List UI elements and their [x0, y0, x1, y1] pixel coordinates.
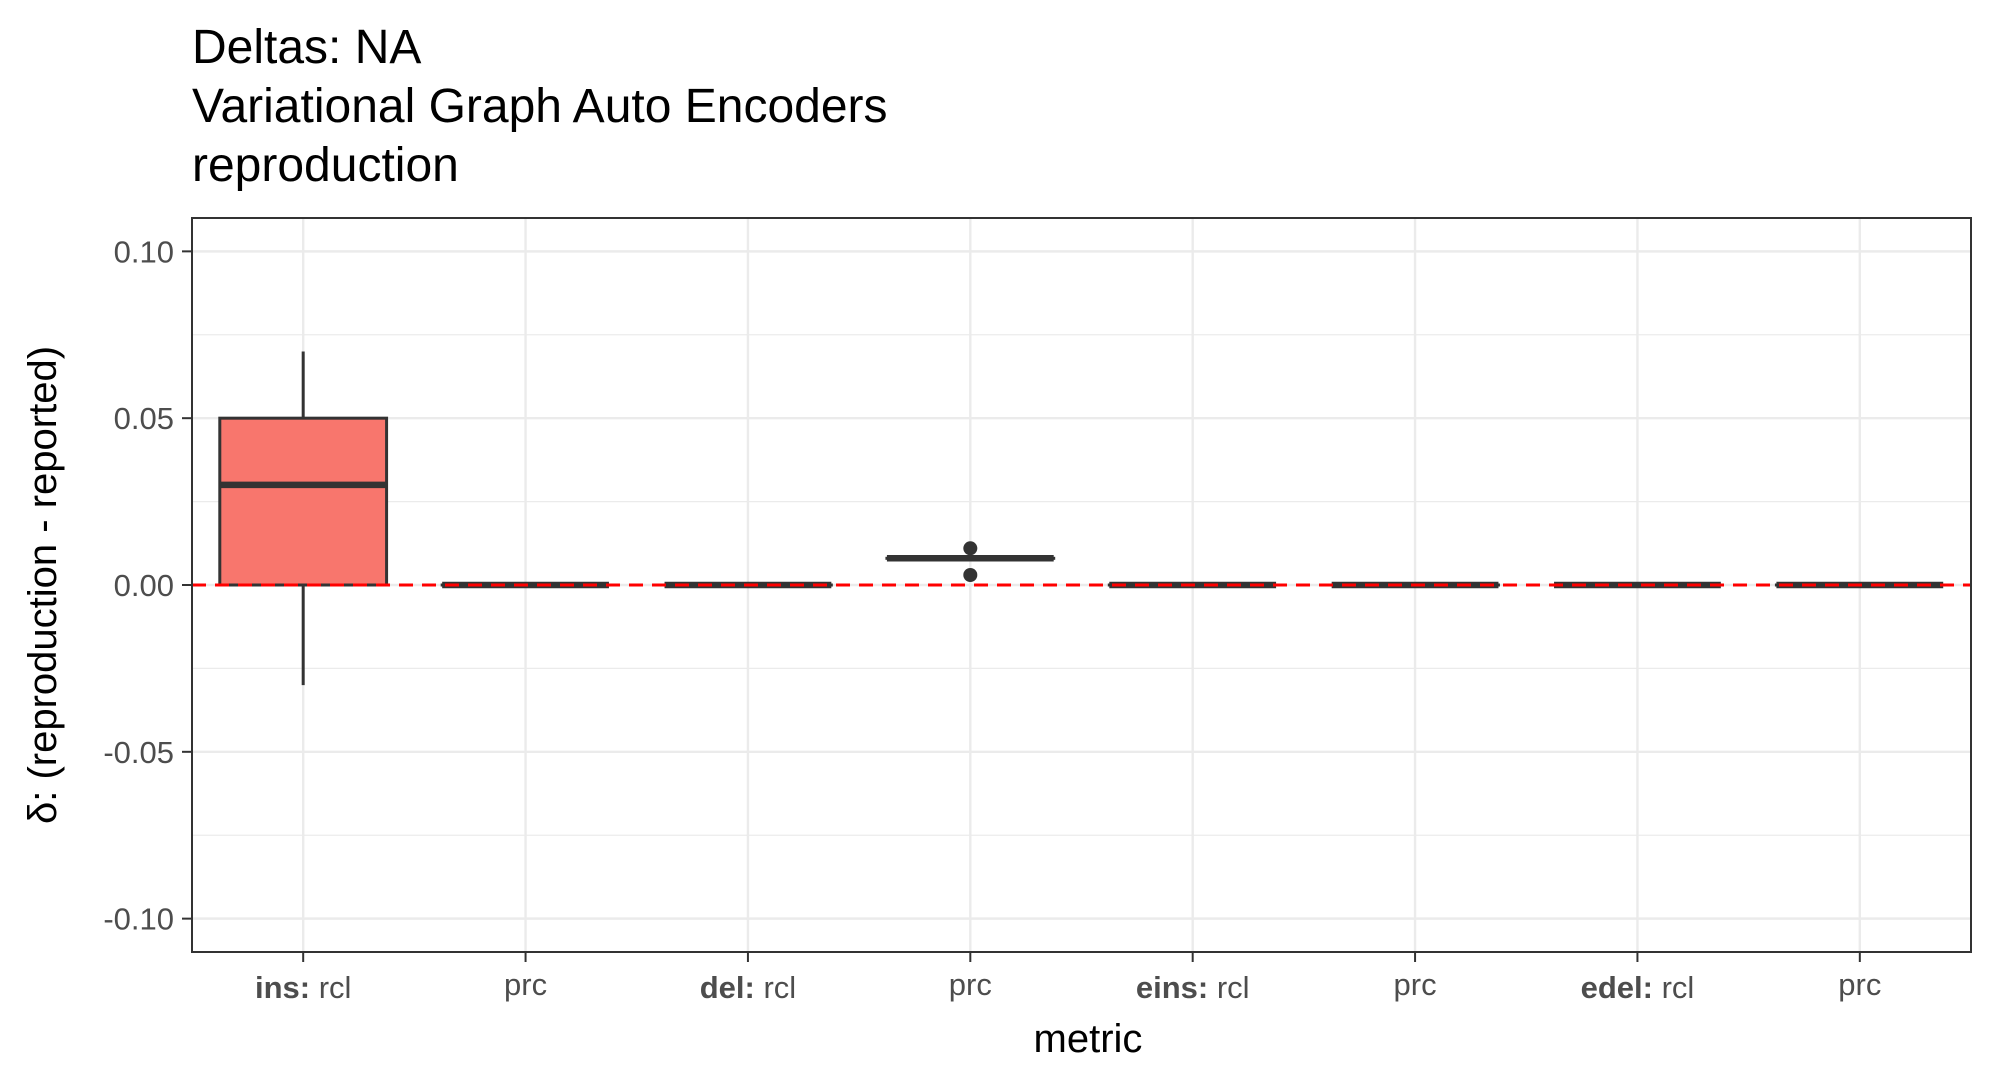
x-axis-ticks: ins: rcl prc del: rcl prc eins: rcl prc edel: … [255, 952, 1881, 1005]
title-line-2: Variational Graph Auto Encoders [192, 80, 888, 133]
x-tick-group: del: [700, 970, 755, 1005]
outlier-point [963, 541, 978, 556]
x-tick-label: eins: rcl [1136, 970, 1250, 1005]
x-tick-label: prc [1394, 967, 1437, 1002]
x-tick-metric: rcl [310, 970, 351, 1005]
x-tick-label: edel: rcl [1581, 970, 1695, 1005]
outlier-point [963, 567, 978, 582]
x-tick-group: ins: [255, 970, 310, 1005]
x-tick-group: eins: [1136, 970, 1208, 1005]
box-4 [885, 541, 1056, 582]
y-tick-label: 0.00 [114, 568, 174, 603]
x-tick-label: prc [949, 967, 992, 1002]
y-tick-label: -0.05 [103, 735, 174, 770]
y-axis-ticks: 0.10 0.05 0.00 -0.05 -0.10 [103, 234, 192, 937]
y-tick-label: 0.10 [114, 234, 174, 269]
x-tick-group: edel: [1581, 970, 1653, 1005]
y-tick-label: 0.05 [114, 401, 174, 436]
box-body [218, 416, 389, 587]
x-tick-metric: rcl [755, 970, 796, 1005]
x-tick-label: prc [1838, 967, 1881, 1002]
y-axis-title: δ: (reproduction - reported) [21, 346, 65, 824]
x-tick-label: del: rcl [700, 970, 796, 1005]
title-line-3: reproduction [192, 139, 459, 192]
x-tick-metric: rcl [1208, 970, 1249, 1005]
y-tick-label: -0.10 [103, 902, 174, 937]
x-tick-metric: rcl [1653, 970, 1694, 1005]
title-line-1: Deltas: NA [192, 21, 421, 74]
box-1 [218, 351, 389, 686]
x-tick-label: ins: rcl [255, 970, 351, 1005]
x-tick-label: prc [504, 967, 547, 1002]
chart-title: Deltas: NA Variational Graph Auto Encode… [192, 21, 888, 192]
x-axis-title: metric [1034, 1017, 1143, 1061]
